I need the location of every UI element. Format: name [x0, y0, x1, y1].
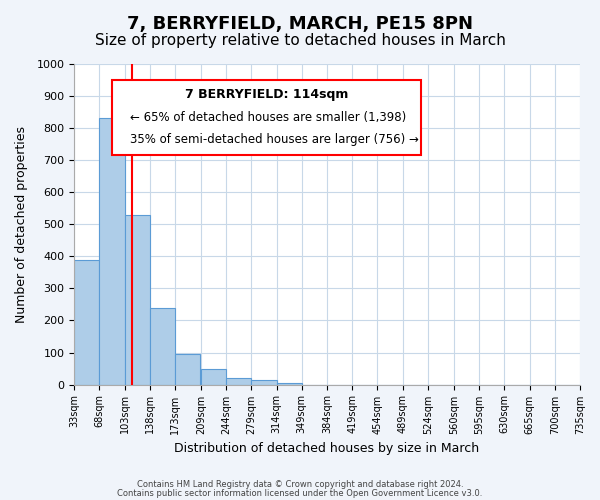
Text: Contains HM Land Registry data © Crown copyright and database right 2024.: Contains HM Land Registry data © Crown c…	[137, 480, 463, 489]
Text: 7 BERRYFIELD: 114sqm: 7 BERRYFIELD: 114sqm	[185, 88, 348, 101]
Bar	[74, 260, 99, 384]
Bar	[201, 368, 226, 384]
Text: 35% of semi-detached houses are larger (756) →: 35% of semi-detached houses are larger (…	[130, 133, 419, 146]
Bar	[175, 354, 200, 384]
Bar	[150, 308, 175, 384]
Bar	[99, 118, 125, 384]
Text: Size of property relative to detached houses in March: Size of property relative to detached ho…	[95, 32, 505, 48]
Text: Contains public sector information licensed under the Open Government Licence v3: Contains public sector information licen…	[118, 489, 482, 498]
Y-axis label: Number of detached properties: Number of detached properties	[15, 126, 28, 323]
X-axis label: Distribution of detached houses by size in March: Distribution of detached houses by size …	[175, 442, 479, 455]
Bar	[226, 378, 251, 384]
Bar	[125, 214, 150, 384]
Bar	[277, 383, 302, 384]
Text: ← 65% of detached houses are smaller (1,398): ← 65% of detached houses are smaller (1,…	[130, 111, 406, 124]
FancyBboxPatch shape	[112, 80, 421, 156]
Text: 7, BERRYFIELD, MARCH, PE15 8PN: 7, BERRYFIELD, MARCH, PE15 8PN	[127, 15, 473, 33]
Bar	[251, 380, 277, 384]
